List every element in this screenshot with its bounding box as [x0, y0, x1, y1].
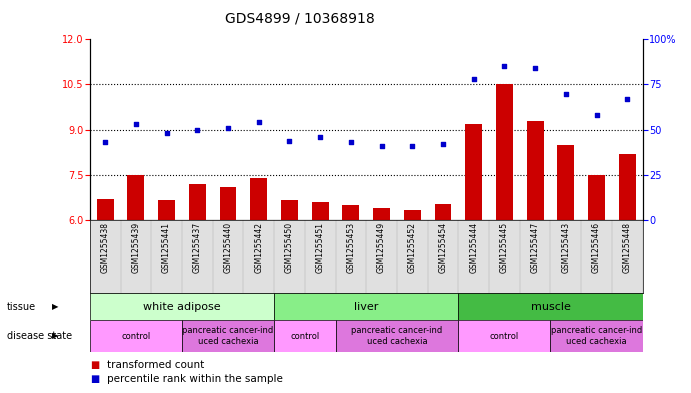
- Point: [407, 143, 418, 149]
- Bar: [465, 124, 482, 220]
- Bar: [220, 187, 236, 220]
- Text: GSM1255447: GSM1255447: [531, 222, 540, 274]
- Bar: [90, 293, 274, 320]
- Bar: [588, 175, 605, 220]
- Text: pancreatic cancer-ind
uced cachexia: pancreatic cancer-ind uced cachexia: [551, 326, 642, 346]
- Bar: [312, 202, 329, 220]
- Text: GSM1255442: GSM1255442: [254, 222, 263, 273]
- Bar: [373, 208, 390, 220]
- Bar: [551, 320, 643, 352]
- Text: liver: liver: [354, 301, 379, 312]
- Text: white adipose: white adipose: [143, 301, 221, 312]
- Text: ■: ■: [90, 360, 99, 370]
- Bar: [458, 320, 551, 352]
- Bar: [435, 204, 451, 220]
- Bar: [527, 121, 544, 220]
- Text: GSM1255445: GSM1255445: [500, 222, 509, 274]
- Bar: [496, 84, 513, 220]
- Point: [223, 125, 234, 131]
- Point: [560, 90, 571, 97]
- Text: muscle: muscle: [531, 301, 571, 312]
- Point: [437, 141, 448, 147]
- Text: GSM1255440: GSM1255440: [223, 222, 233, 274]
- Bar: [274, 320, 336, 352]
- Text: GSM1255451: GSM1255451: [316, 222, 325, 273]
- Text: disease state: disease state: [7, 331, 72, 341]
- Bar: [336, 320, 458, 352]
- Text: ▶: ▶: [52, 332, 58, 340]
- Point: [499, 63, 510, 70]
- Text: control: control: [490, 332, 519, 340]
- Bar: [182, 320, 274, 352]
- Bar: [343, 205, 359, 220]
- Text: GSM1255454: GSM1255454: [439, 222, 448, 274]
- Text: pancreatic cancer-ind
uced cachexia: pancreatic cancer-ind uced cachexia: [351, 326, 442, 346]
- Point: [253, 119, 264, 126]
- Point: [284, 138, 295, 144]
- Text: GSM1255441: GSM1255441: [162, 222, 171, 273]
- Text: ▶: ▶: [52, 302, 58, 311]
- Point: [192, 127, 203, 133]
- Text: GDS4899 / 10368918: GDS4899 / 10368918: [225, 12, 375, 26]
- Bar: [189, 184, 206, 220]
- Bar: [274, 293, 458, 320]
- Point: [314, 134, 325, 140]
- Text: control: control: [122, 332, 151, 340]
- Bar: [404, 209, 421, 220]
- Bar: [458, 293, 643, 320]
- Text: GSM1255439: GSM1255439: [131, 222, 140, 274]
- Point: [529, 65, 540, 72]
- Text: control: control: [290, 332, 319, 340]
- Point: [100, 139, 111, 145]
- Text: GSM1255438: GSM1255438: [101, 222, 110, 273]
- Point: [622, 96, 633, 102]
- Bar: [97, 199, 113, 220]
- Text: GSM1255446: GSM1255446: [592, 222, 601, 274]
- Text: tissue: tissue: [7, 301, 36, 312]
- Bar: [558, 145, 574, 220]
- Text: GSM1255443: GSM1255443: [561, 222, 570, 274]
- Text: GSM1255444: GSM1255444: [469, 222, 478, 274]
- Bar: [281, 200, 298, 220]
- Text: GSM1255452: GSM1255452: [408, 222, 417, 273]
- Point: [346, 139, 357, 145]
- Text: GSM1255453: GSM1255453: [346, 222, 355, 274]
- Point: [131, 121, 142, 127]
- Bar: [619, 154, 636, 220]
- Point: [376, 143, 387, 149]
- Text: GSM1255450: GSM1255450: [285, 222, 294, 274]
- Bar: [250, 178, 267, 220]
- Text: GSM1255449: GSM1255449: [377, 222, 386, 274]
- Point: [591, 112, 602, 118]
- Text: percentile rank within the sample: percentile rank within the sample: [107, 374, 283, 384]
- Text: ■: ■: [90, 374, 99, 384]
- Text: GSM1255437: GSM1255437: [193, 222, 202, 274]
- Bar: [90, 320, 182, 352]
- Text: GSM1255448: GSM1255448: [623, 222, 632, 273]
- Bar: [158, 200, 175, 220]
- Text: pancreatic cancer-ind
uced cachexia: pancreatic cancer-ind uced cachexia: [182, 326, 274, 346]
- Point: [468, 76, 480, 82]
- Point: [161, 130, 172, 136]
- Text: transformed count: transformed count: [107, 360, 205, 370]
- Bar: [127, 175, 144, 220]
